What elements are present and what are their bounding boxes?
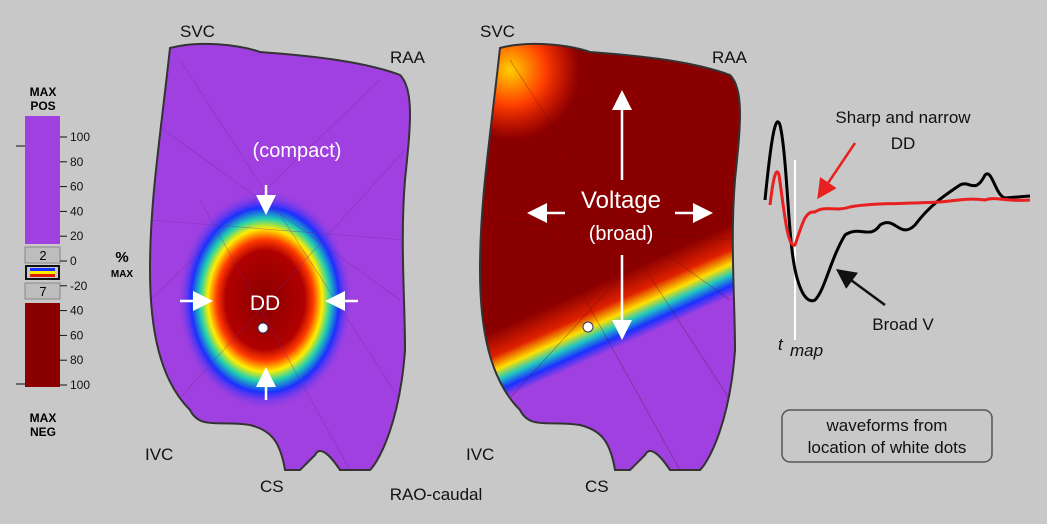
outline <box>478 42 741 471</box>
rainbow <box>30 268 55 271</box>
box <box>24 282 61 300</box>
colorbar-ticks: 100 80 60 40 20 0 -20 40 60 80 100 <box>60 130 90 392</box>
white-dot <box>582 321 594 333</box>
label: DD <box>250 292 280 315</box>
rainbow-frame <box>25 265 60 280</box>
waveforms: Sharp and narrow DD Broad V t map wavefo… <box>763 108 1031 463</box>
label: RAA <box>390 48 426 67</box>
tick-label: -20 <box>70 279 88 293</box>
note: waveforms from <box>826 416 948 435</box>
unit-sub: MAX <box>111 269 134 280</box>
colorbar-bottom: NEG <box>30 425 56 439</box>
tmap: t <box>778 335 784 354</box>
tick-label: 80 <box>70 353 84 367</box>
note-box <box>781 409 993 463</box>
tick-label: 40 <box>70 204 84 218</box>
label: Voltage <box>581 187 661 214</box>
box <box>24 246 61 264</box>
label: (broad) <box>589 223 653 245</box>
colorbar-top: POS <box>30 99 55 113</box>
left-map: SVC RAA IVC CS (compact) DD <box>145 22 426 496</box>
tick-label: 40 <box>70 304 84 318</box>
tick-label: 20 <box>70 229 84 243</box>
colorbar-top: MAX <box>30 85 57 99</box>
box-label: 2 <box>39 248 46 263</box>
tick-label: 60 <box>70 328 84 342</box>
note: location of white dots <box>808 438 967 457</box>
annotation: DD <box>891 134 916 153</box>
outline <box>148 42 411 471</box>
view-label: RAO-caudal <box>390 485 483 504</box>
rainbow <box>30 274 55 277</box>
label: RAA <box>712 48 748 67</box>
tick-label: 80 <box>70 155 84 169</box>
tick-label: 60 <box>70 180 84 194</box>
colorbar: MAX POS 2 7 MAX NEG 100 80 60 40 20 0 -20 40 60 8… <box>16 85 133 439</box>
label: CS <box>585 477 609 496</box>
annotation: Broad V <box>872 315 934 334</box>
right-map: SVC RAA IVC CS Voltage (broad) <box>466 22 748 496</box>
pos-bar <box>25 116 60 244</box>
tmap-sub: map <box>790 341 823 360</box>
label: IVC <box>145 445 173 464</box>
white-dot <box>257 322 269 334</box>
tick-label: 0 <box>70 254 77 268</box>
rainbow <box>30 271 55 274</box>
colorbar-bottom: MAX <box>30 411 57 425</box>
unit: % <box>115 249 128 266</box>
annotation: Sharp and narrow <box>835 108 971 127</box>
tick-label: 100 <box>70 378 90 392</box>
neg-bar <box>25 303 60 387</box>
box-label: 7 <box>39 284 46 299</box>
tick-label: 100 <box>70 130 90 144</box>
label: SVC <box>180 22 215 41</box>
label: IVC <box>466 445 494 464</box>
label: SVC <box>480 22 515 41</box>
label: (compact) <box>253 140 342 162</box>
label: CS <box>260 477 284 496</box>
